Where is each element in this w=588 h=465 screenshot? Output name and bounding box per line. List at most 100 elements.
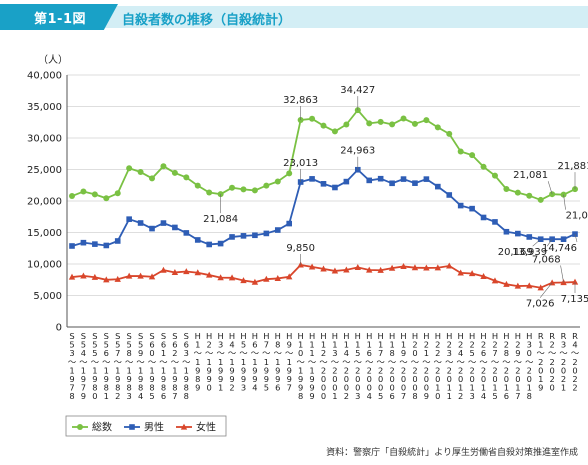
data-point xyxy=(137,272,144,279)
x-tick-label: 5 xyxy=(81,340,86,350)
x-tick-label: 6 xyxy=(161,340,166,350)
x-tick-label: 〜 xyxy=(251,348,259,358)
data-label: 21,007 xyxy=(566,211,588,222)
x-tick-label: 0 xyxy=(412,383,417,393)
data-point xyxy=(468,270,476,277)
x-tick-label: 4 xyxy=(458,348,463,358)
x-tick-label: 8 xyxy=(275,340,280,350)
x-tick-label: 0 xyxy=(378,374,383,384)
x-tick-label: 1 xyxy=(447,383,452,393)
x-tick-label: 9 xyxy=(298,374,303,384)
data-point xyxy=(125,272,133,279)
x-tick-label: 4 xyxy=(138,391,143,401)
x-tick-label: 9 xyxy=(81,374,86,384)
x-tick-label: 7 xyxy=(69,383,74,393)
x-tick-label: S xyxy=(161,331,166,341)
x-tick-label: 〜 xyxy=(91,357,99,367)
x-tick-label: 1 xyxy=(127,365,132,375)
x-tick-label: 1 xyxy=(138,365,143,375)
data-point xyxy=(469,152,476,159)
x-tick-label: 9 xyxy=(104,374,109,384)
annotation-leader xyxy=(532,238,541,247)
legend-label: 男性 xyxy=(144,421,164,434)
x-tick-label: 2 xyxy=(504,365,509,375)
data-point xyxy=(103,195,110,202)
x-tick-label: 9 xyxy=(207,365,212,375)
x-tick-label: 1 xyxy=(458,383,463,393)
x-tick-label: 1 xyxy=(309,348,314,358)
x-tick-label: H xyxy=(240,331,246,341)
data-point xyxy=(366,177,373,184)
data-point xyxy=(491,172,498,179)
data-point xyxy=(274,275,281,282)
data-point xyxy=(412,180,418,186)
x-tick-label: 0 xyxy=(549,365,554,375)
x-tick-label: 〜 xyxy=(411,357,419,367)
x-tick-label: 1 xyxy=(435,383,440,393)
x-tick-label: 9 xyxy=(424,391,429,401)
data-point xyxy=(548,279,556,286)
data-label: 7,135 xyxy=(561,294,588,305)
x-tick-label: S xyxy=(184,331,189,341)
x-tick-label: 0 xyxy=(367,383,372,393)
data-point xyxy=(411,264,419,271)
x-tick-label: 〜 xyxy=(319,357,327,367)
data-point xyxy=(229,234,235,240)
x-tick-label: 2 xyxy=(481,365,486,375)
data-point xyxy=(274,178,281,185)
data-point xyxy=(126,165,133,172)
annotation-leader xyxy=(560,265,564,283)
data-point xyxy=(286,273,293,280)
x-tick-label: 2 xyxy=(344,365,349,375)
x-tick-label: 〜 xyxy=(159,357,167,367)
data-point xyxy=(308,263,316,270)
x-tick-label: 2 xyxy=(458,391,463,401)
x-tick-label: 0 xyxy=(321,374,326,384)
y-unit-label: （人） xyxy=(38,54,68,66)
x-tick-label: 8 xyxy=(527,391,532,401)
data-point xyxy=(389,180,395,187)
x-tick-label: 2 xyxy=(412,365,417,375)
x-tick-label: H xyxy=(286,331,292,341)
x-tick-label: 2 xyxy=(229,383,234,393)
data-point xyxy=(343,121,350,128)
x-tick-label: R xyxy=(549,331,555,341)
x-tick-label: 2 xyxy=(572,383,577,393)
x-tick-label: 9 xyxy=(401,348,406,358)
data-point xyxy=(240,233,247,239)
x-tick-label: 1 xyxy=(69,365,74,375)
x-tick-label: S xyxy=(69,331,74,341)
data-label: 7,026 xyxy=(526,299,555,310)
y-tick-label: 25,000 xyxy=(27,165,62,176)
x-tick-label: 1 xyxy=(469,383,474,393)
x-tick-label: 0 xyxy=(412,348,417,358)
y-tick-label: 20,000 xyxy=(27,197,62,208)
x-tick-label: 0 xyxy=(367,374,372,384)
x-tick-label: 〜 xyxy=(125,357,133,367)
x-tick-label: 0 xyxy=(298,348,303,358)
x-tick-label: 6 xyxy=(367,348,372,358)
x-tick-label: 1 xyxy=(401,340,406,350)
data-point xyxy=(400,176,407,182)
x-tick-label: 4 xyxy=(367,391,372,401)
x-tick-label: R xyxy=(572,331,578,341)
x-tick-label: S xyxy=(127,331,132,341)
x-tick-label: 2 xyxy=(207,340,212,350)
x-tick-label: 〜 xyxy=(308,357,316,367)
data-point xyxy=(503,280,510,287)
x-tick-label: 7 xyxy=(515,391,520,401)
x-tick-label: 1 xyxy=(447,391,452,401)
x-tick-label: 1 xyxy=(298,340,303,350)
x-tick-label: 2 xyxy=(435,365,440,375)
x-tick-label: H xyxy=(275,331,281,341)
x-tick-label: S xyxy=(81,331,86,341)
x-tick-label: 0 xyxy=(92,391,97,401)
x-tick-label: 〜 xyxy=(102,357,110,367)
x-tick-label: 4 xyxy=(481,391,486,401)
x-tick-label: 〜 xyxy=(216,348,224,358)
data-point xyxy=(229,184,236,191)
x-tick-label: H xyxy=(320,331,326,341)
data-label: 23,013 xyxy=(283,158,318,169)
x-tick-label: 9 xyxy=(287,340,292,350)
x-tick-label: 0 xyxy=(344,383,349,393)
